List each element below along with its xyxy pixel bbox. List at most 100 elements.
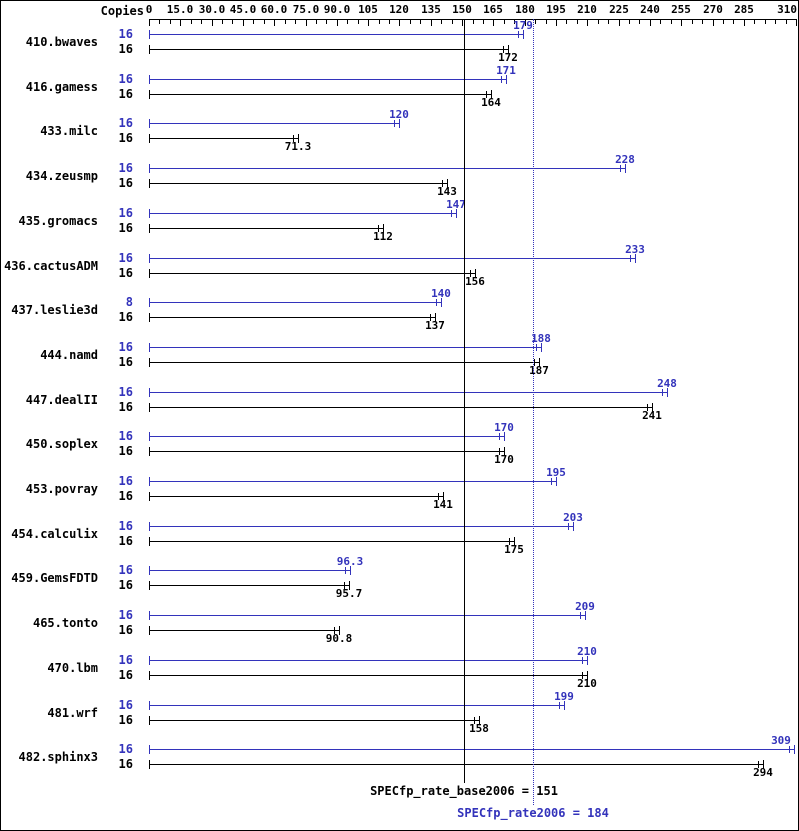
bar-end-cap xyxy=(625,164,626,173)
peak-value-label: 179 xyxy=(513,19,533,32)
x-axis-tick xyxy=(232,20,233,24)
peak-value-label: 309 xyxy=(771,734,791,747)
x-axis-tick-label: 150 xyxy=(452,3,472,16)
x-axis-tick xyxy=(702,20,703,24)
benchmark-name: 459.GemsFDTD xyxy=(11,571,98,585)
bar-start-cap xyxy=(149,90,150,99)
x-axis-tick xyxy=(337,20,338,26)
copies-value: 16 xyxy=(118,27,133,41)
benchmark-name: 410.bwaves xyxy=(25,35,98,49)
bar-run-tick xyxy=(334,627,335,634)
bar-end-cap xyxy=(504,432,505,441)
benchmark-name: 436.cactusADM xyxy=(4,259,98,273)
x-axis-tick xyxy=(619,20,620,26)
bar-start-cap xyxy=(149,760,150,769)
base-value-label: 112 xyxy=(373,230,393,243)
bar-end-cap xyxy=(435,313,436,322)
peak-mean-line xyxy=(533,19,534,805)
bar-end-cap xyxy=(763,760,764,769)
x-axis-tick-label: 75.0 xyxy=(292,3,320,16)
bar-run-tick xyxy=(442,180,443,187)
x-axis-tick xyxy=(587,20,588,26)
bar-run-tick xyxy=(430,314,431,321)
base-bar xyxy=(149,407,652,408)
base-value-label: 170 xyxy=(494,453,514,466)
benchmark-name: 444.namd xyxy=(40,348,98,362)
copies-value: 16 xyxy=(118,578,133,592)
peak-value-label: 96.3 xyxy=(336,555,364,568)
peak-value-label: 188 xyxy=(531,332,551,345)
copies-value: 16 xyxy=(118,623,133,637)
bar-start-cap xyxy=(149,224,150,233)
bar-start-cap xyxy=(149,119,150,128)
benchmark-name: 481.wrf xyxy=(47,706,98,720)
x-axis-tick xyxy=(733,20,734,24)
x-axis-tick xyxy=(420,20,421,24)
peak-value-label: 209 xyxy=(575,600,595,613)
x-axis-tick xyxy=(368,20,369,26)
copies-value: 8 xyxy=(125,295,133,309)
bar-start-cap xyxy=(149,179,150,188)
x-axis-tick-label: 225 xyxy=(609,3,629,16)
copies-value: 16 xyxy=(118,474,133,488)
x-axis-tick xyxy=(326,20,327,24)
benchmark-name: 454.calculix xyxy=(11,527,98,541)
bar-end-cap xyxy=(556,477,557,486)
x-axis-tick xyxy=(431,20,432,26)
copies-value: 16 xyxy=(118,429,133,443)
x-axis-tick xyxy=(598,20,599,24)
bar-end-cap xyxy=(652,403,653,412)
x-axis-tick xyxy=(608,20,609,24)
peak-bar xyxy=(149,213,456,214)
bar-end-cap xyxy=(475,269,476,278)
bar-start-cap xyxy=(149,403,150,412)
copies-value: 16 xyxy=(118,355,133,369)
bar-start-cap xyxy=(149,388,150,397)
bar-start-cap xyxy=(149,343,150,352)
base-value-label: 143 xyxy=(437,185,457,198)
x-axis-tick-label: 105 xyxy=(358,3,378,16)
peak-bar xyxy=(149,258,635,259)
bar-start-cap xyxy=(149,477,150,486)
base-bar xyxy=(149,675,587,676)
bar-run-tick xyxy=(518,31,519,38)
x-axis-tick xyxy=(441,20,442,24)
x-axis-tick xyxy=(159,20,160,24)
x-axis-tick xyxy=(201,20,202,24)
peak-bar xyxy=(149,34,523,35)
copies-value: 16 xyxy=(118,489,133,503)
bar-run-tick xyxy=(344,582,345,589)
copies-value: 16 xyxy=(118,266,133,280)
bar-end-cap xyxy=(491,90,492,99)
bar-start-cap xyxy=(149,745,150,754)
bar-start-cap xyxy=(149,626,150,635)
copies-value: 16 xyxy=(118,757,133,771)
bar-end-cap xyxy=(514,537,515,546)
bar-end-cap xyxy=(506,75,507,84)
base-bar xyxy=(149,94,491,95)
peak-mean-label: SPECfp_rate2006 = 184 xyxy=(457,806,609,820)
peak-value-label: 147 xyxy=(446,198,466,211)
bar-end-cap xyxy=(504,447,505,456)
x-axis-tick xyxy=(493,20,494,26)
copies-value: 16 xyxy=(118,310,133,324)
bar-end-cap xyxy=(541,343,542,352)
copies-value: 16 xyxy=(118,87,133,101)
bar-start-cap xyxy=(149,45,150,54)
x-axis-tick xyxy=(222,20,223,24)
bar-run-tick xyxy=(551,478,552,485)
base-bar xyxy=(149,720,479,721)
bar-run-tick xyxy=(486,91,487,98)
bar-end-cap xyxy=(447,179,448,188)
bar-start-cap xyxy=(149,656,150,665)
peak-bar xyxy=(149,123,399,124)
copies-value: 16 xyxy=(118,385,133,399)
bar-run-tick xyxy=(503,46,504,53)
x-axis-tick xyxy=(504,20,505,24)
bar-end-cap xyxy=(441,298,442,307)
x-axis-tick xyxy=(525,20,526,26)
bar-start-cap xyxy=(149,358,150,367)
base-value-label: 158 xyxy=(469,722,489,735)
x-axis-tick xyxy=(744,20,745,26)
bar-run-tick xyxy=(568,523,569,530)
